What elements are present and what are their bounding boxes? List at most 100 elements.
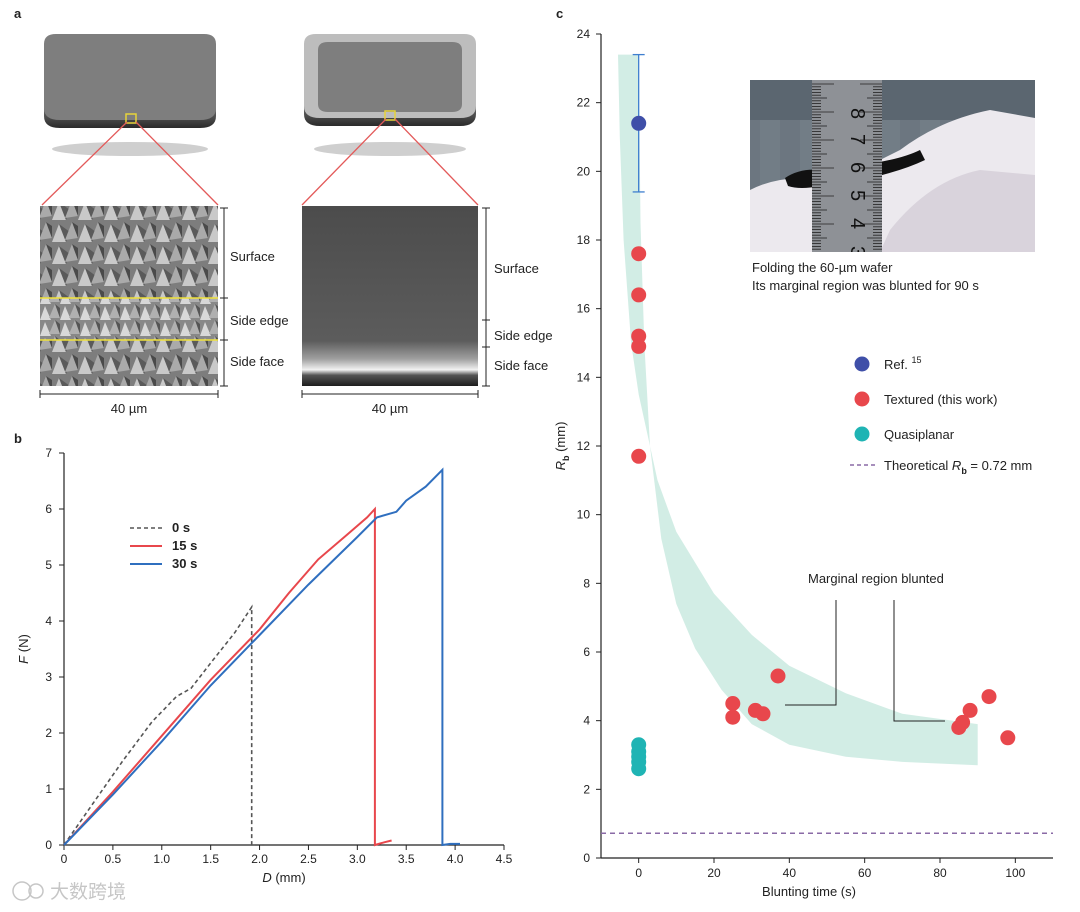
b-legend-label-0: 0 s <box>172 520 190 535</box>
c-point-1 <box>770 668 786 684</box>
brackets-quasiplanar <box>482 207 490 387</box>
label-side-edge-textured: Side edge <box>230 313 289 328</box>
legend-label-theory: Theoretical Rb = 0.72 mm <box>884 458 1032 476</box>
c-x-tick-label: 100 <box>1005 866 1025 880</box>
b-y-axis-label: F (N) <box>16 634 31 664</box>
c-y-tick-label: 16 <box>577 302 591 316</box>
panel-label-a: a <box>14 6 22 21</box>
legend-label-ref: Ref. 15 <box>884 355 921 372</box>
ruler-digit-3: 3 <box>846 246 868 257</box>
b-x-tick-label: 3.0 <box>349 852 366 866</box>
label-surface-quasiplanar: Surface <box>494 261 539 276</box>
legend-label-quasiplanar: Quasiplanar <box>884 427 955 442</box>
scale-label-textured: 40 µm <box>111 401 147 416</box>
b-legend-label-2: 30 s <box>172 556 197 571</box>
ruler-digit-5: 5 <box>846 190 868 201</box>
b-y-tick-label: 5 <box>45 558 52 572</box>
sem-image-quasiplanar <box>302 206 478 386</box>
sem-image-textured <box>40 206 218 386</box>
b-x-tick-label: 1.5 <box>202 852 219 866</box>
annotation-line-1 <box>785 600 837 706</box>
label-side-edge-quasiplanar: Side edge <box>494 328 553 343</box>
c-point-0 <box>631 115 647 131</box>
b-x-tick-label: 0 <box>61 852 68 866</box>
b-x-tick-label: 0.5 <box>105 852 122 866</box>
c-x-axis-label: Blunting time (s) <box>762 884 856 899</box>
c-y-tick-label: 20 <box>577 164 591 178</box>
wafer-textured <box>44 34 216 156</box>
b-x-tick-label: 4.0 <box>447 852 464 866</box>
c-point-2 <box>631 761 647 777</box>
c-y-tick-label: 6 <box>583 645 590 659</box>
c-y-tick-label: 22 <box>577 96 591 110</box>
zoom-lines <box>41 118 479 206</box>
b-legend-label-1: 15 s <box>172 538 197 553</box>
photo-caption-1: Folding the 60-µm wafer <box>752 260 893 275</box>
b-y-tick-label: 3 <box>45 670 52 684</box>
c-point-1 <box>962 702 978 718</box>
ruler-digit-6: 6 <box>846 162 868 173</box>
b-series-line-1 <box>63 506 392 847</box>
c-point-1 <box>955 714 971 730</box>
watermark-text: 大数跨境 <box>50 881 126 903</box>
trend-band <box>618 54 978 766</box>
b-y-tick-label: 1 <box>45 782 52 796</box>
b-y-tick-label: 2 <box>45 726 52 740</box>
c-x-tick-label: 60 <box>858 866 872 880</box>
b-y-tick-label: 6 <box>45 502 52 516</box>
c-point-1 <box>725 709 741 725</box>
ruler-digit-8: 8 <box>846 108 868 119</box>
c-y-tick-label: 24 <box>577 27 591 41</box>
c-point-1 <box>631 328 647 344</box>
wafer-quasiplanar <box>304 34 476 156</box>
legend-c: Ref. 15 Textured (this work) Quasiplanar… <box>850 355 1032 476</box>
b-x-axis-label: D (mm) <box>262 870 305 885</box>
b-x-tick-label: 2.0 <box>251 852 268 866</box>
label-side-face-textured: Side face <box>230 354 284 369</box>
label-surface-textured: Surface <box>230 249 275 264</box>
c-point-1 <box>725 696 741 711</box>
c-y-tick-label: 18 <box>577 233 591 247</box>
watermark-logo-icon <box>12 881 32 901</box>
brackets-textured <box>220 207 228 387</box>
panel-label-c: c <box>556 6 563 21</box>
b-series-line-0 <box>63 604 265 846</box>
b-y-tick-label: 4 <box>45 614 52 628</box>
c-y-tick-label: 12 <box>577 439 591 453</box>
legend-label-textured: Textured (this work) <box>884 392 997 407</box>
annotation-marginal-blunted: Marginal region blunted <box>808 571 944 586</box>
chart-force-displacement: 0 0.5 1.0 1.5 2.0 2.5 3.0 3.5 4.0 4.5 0 1 2 3 4 5 6 7 D (m… <box>16 446 513 885</box>
ruler-digit-7: 7 <box>846 134 868 145</box>
chart-bending-radius: 0 20 40 60 80 100024681012141618202224Bluntin… <box>553 27 1053 899</box>
c-y-tick-label: 10 <box>577 508 591 522</box>
c-y-tick-label: 4 <box>583 714 590 728</box>
c-x-tick-label: 20 <box>707 866 721 880</box>
c-x-tick-label: 40 <box>783 866 797 880</box>
c-point-1 <box>1000 730 1016 746</box>
ruler-digit-4: 4 <box>846 218 868 229</box>
c-point-1 <box>631 246 647 262</box>
scale-bar-quasiplanar <box>301 390 479 398</box>
c-y-tick-label: 14 <box>577 370 591 384</box>
legend-marker-quasiplanar <box>854 426 870 442</box>
scale-label-quasiplanar: 40 µm <box>372 401 408 416</box>
c-y-axis-label: Rb (mm) <box>553 422 571 471</box>
c-point-1 <box>981 689 997 705</box>
c-point-1 <box>631 448 647 464</box>
c-y-tick-label: 2 <box>583 782 590 796</box>
panel-label-b: b <box>14 431 22 446</box>
scale-bar-textured <box>39 390 219 398</box>
b-x-tick-label: 3.5 <box>398 852 415 866</box>
b-x-tick-label: 4.5 <box>496 852 513 866</box>
photo-inset-folding: 8 7 6 5 4 3 <box>750 80 1035 257</box>
c-x-tick-label: 80 <box>933 866 947 880</box>
c-y-tick-label: 0 <box>583 851 590 865</box>
b-series-line-2 <box>63 467 460 847</box>
c-point-1 <box>631 338 647 354</box>
watermark: 大数跨境 <box>12 881 126 903</box>
ruler <box>812 83 882 250</box>
b-y-tick-label: 7 <box>45 446 52 460</box>
c-point-1 <box>631 287 647 303</box>
b-y-tick-label: 0 <box>45 838 52 852</box>
